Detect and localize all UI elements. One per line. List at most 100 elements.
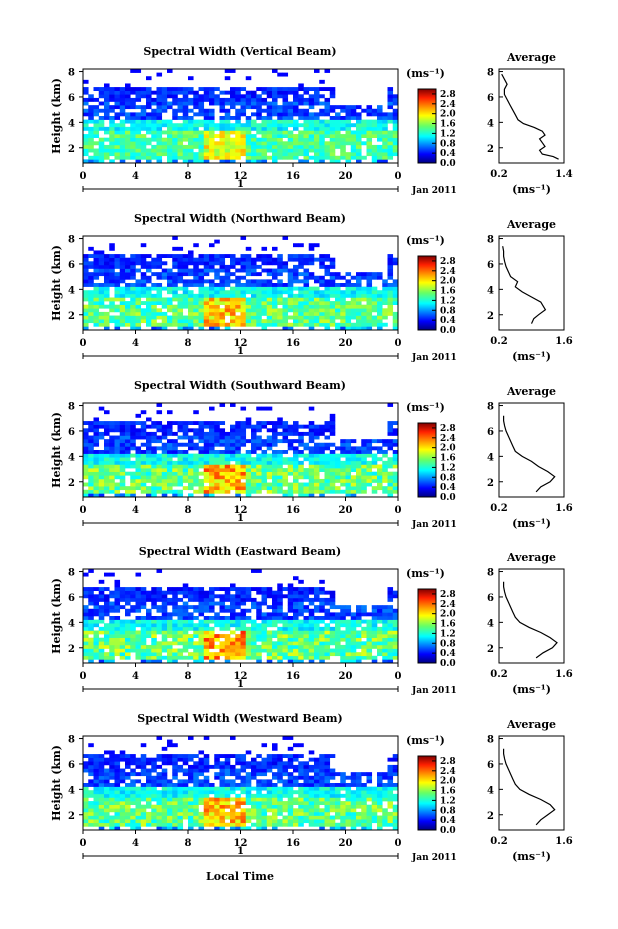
- heatmap-cell: [319, 822, 325, 827]
- heatmap-cell: [324, 797, 331, 802]
- heatmap-cell: [392, 630, 399, 635]
- heatmap-cell: [172, 453, 178, 458]
- heatmap-cell: [324, 297, 331, 302]
- heatmap-cell: [98, 478, 105, 483]
- heatmap-cell: [83, 435, 89, 440]
- heatmap-cell: [340, 275, 346, 280]
- heatmap-cell: [156, 626, 163, 631]
- heatmap-cell: [93, 417, 100, 422]
- heatmap-cell: [287, 486, 294, 491]
- heatmap-cell: [266, 482, 273, 487]
- heatmap-cell: [235, 590, 241, 595]
- heatmap-cell: [324, 634, 331, 638]
- heatmap-cell: [130, 257, 136, 262]
- heatmap-cell: [382, 279, 388, 284]
- heatmap-cell: [314, 478, 320, 483]
- heatmap-cell: [224, 453, 231, 458]
- heatmap-cell: [188, 641, 194, 646]
- heatmap-cell: [256, 605, 262, 610]
- heatmap-cell: [256, 464, 262, 469]
- heatmap-cell: [319, 308, 325, 313]
- heatmap-cell: [266, 304, 273, 309]
- heatmap-cell: [377, 112, 383, 117]
- heatmap-cell: [161, 450, 168, 454]
- heatmap-cell: [293, 155, 299, 160]
- heatmap-cell: [135, 608, 142, 613]
- heatmap-cell: [298, 804, 304, 809]
- heatmap-cell: [356, 797, 362, 802]
- heatmap-cell: [382, 608, 388, 613]
- heatmap-cell: [361, 126, 367, 131]
- heatmap-cell: [146, 597, 152, 602]
- heatmap-cell: [198, 605, 205, 610]
- heatmap-cell: [324, 442, 331, 447]
- heatmap-cell: [329, 424, 336, 429]
- heatmap-cell: [224, 786, 231, 791]
- heatmap-cell: [130, 801, 136, 805]
- heatmap-cell: [193, 101, 199, 106]
- heatmap-cell: [209, 243, 215, 248]
- heatmap-cell: [277, 468, 283, 472]
- heatmap-cell: [219, 790, 226, 795]
- heatmap-cell: [140, 482, 147, 487]
- heatmap-cell: [256, 630, 262, 635]
- heatmap-cell: [361, 644, 367, 649]
- heatmap-cell: [88, 652, 94, 657]
- heatmap-cell: [371, 630, 378, 635]
- heatmap-cell: [340, 144, 346, 149]
- heatmap-cell: [272, 105, 278, 110]
- heatmap-cell: [125, 283, 131, 287]
- heatmap-cell: [83, 123, 89, 128]
- heatmap-cell: [287, 482, 294, 487]
- heatmap-cell: [182, 811, 189, 816]
- heatmap-cell: [193, 626, 199, 631]
- heatmap-cell: [298, 435, 304, 440]
- heatmap-cell: [119, 634, 126, 638]
- heatmap-cell: [392, 144, 399, 149]
- heatmap-cell: [324, 272, 331, 277]
- heatmap-cell: [203, 797, 210, 802]
- heatmap-cell: [319, 319, 325, 324]
- heatmap-cell: [109, 90, 115, 95]
- heatmap-cell: [235, 652, 241, 657]
- heatmap-cell: [214, 804, 220, 809]
- heatmap-cell: [387, 144, 394, 149]
- heatmap-cell: [251, 141, 257, 146]
- heatmap-cell: [392, 634, 399, 638]
- heatmap-cell: [235, 101, 241, 106]
- heatmap-cell: [266, 486, 273, 491]
- heatmap-cell: [245, 489, 252, 494]
- heatmap-cell: [203, 457, 210, 462]
- heatmap-cell: [235, 94, 241, 99]
- heatmap-cell: [214, 87, 220, 91]
- heatmap-cell: [256, 108, 262, 113]
- heatmap-cell: [88, 108, 94, 113]
- heatmap-cell: [324, 326, 331, 331]
- heatmap-cell: [119, 152, 126, 157]
- heatmap-cell: [93, 261, 100, 266]
- heatmap-cell: [193, 811, 199, 816]
- heatmap-cell: [188, 326, 194, 331]
- heatmap-cell: [387, 790, 394, 795]
- heatmap-cell: [146, 322, 152, 327]
- heatmap-cell: [361, 793, 367, 798]
- heatmap-cell: [88, 811, 94, 816]
- heatmap-cell: [230, 601, 236, 606]
- heatmap-cell: [114, 439, 121, 444]
- heatmap-cell: [93, 105, 100, 110]
- heatmap-cell: [230, 471, 236, 476]
- heatmap-cell: [335, 159, 341, 164]
- heatmap-cell: [230, 623, 236, 628]
- heatmap-cell: [314, 243, 320, 248]
- heatmap-cell: [361, 822, 367, 827]
- heatmap-cell: [230, 655, 236, 660]
- heatmap-cell: [114, 815, 121, 820]
- heatmap-cell: [293, 797, 299, 802]
- heatmap-cell: [114, 644, 121, 649]
- heatmap-cell: [209, 594, 215, 599]
- heatmap-cell: [109, 822, 115, 827]
- heatmap-cell: [240, 626, 247, 631]
- heatmap-cell: [272, 308, 278, 313]
- heatmap-cell: [277, 308, 283, 313]
